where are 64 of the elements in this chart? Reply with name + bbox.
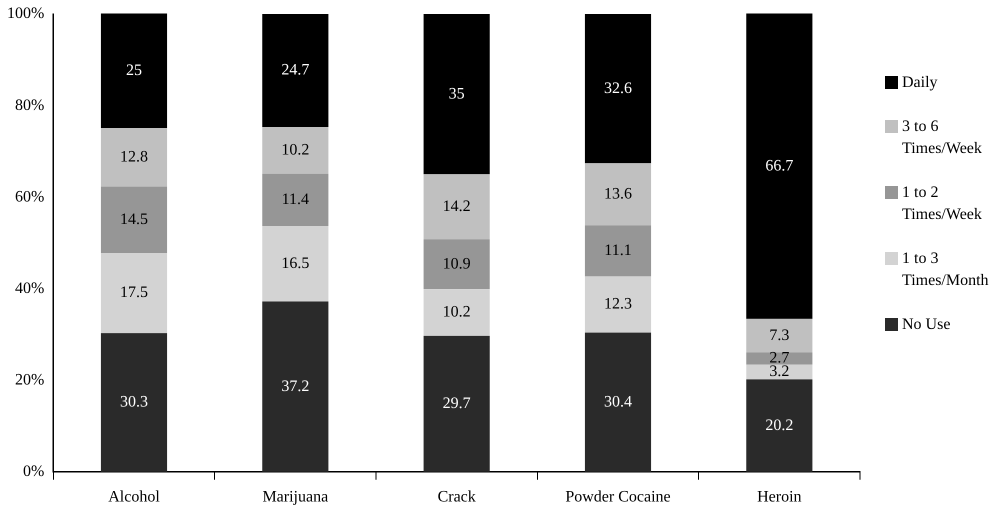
legend-label: 1 to 2 Times/Week — [902, 183, 983, 225]
bar — [746, 352, 812, 365]
bar — [424, 239, 490, 290]
x-tick-label: Alcohol — [108, 488, 160, 506]
y-tick-label: 40% — [15, 280, 44, 297]
data-label: 20.2 — [765, 416, 794, 434]
x-tick-label: Marijuana — [262, 488, 328, 506]
data-label: 12.8 — [120, 148, 148, 166]
data-label: 66.7 — [765, 157, 794, 174]
bar — [584, 276, 652, 333]
data-label: 25 — [126, 62, 142, 79]
bar — [424, 336, 490, 472]
x-tick-label: Powder Cocaine — [565, 488, 671, 506]
data-label: 10.9 — [442, 255, 471, 272]
y-tick-label: 80% — [15, 96, 44, 114]
data-label: 10.2 — [281, 142, 310, 159]
y-tick-label: 60% — [15, 188, 44, 206]
bar — [100, 128, 168, 187]
data-label: 14.2 — [442, 198, 471, 215]
data-label: 30.3 — [120, 394, 148, 411]
bar — [100, 252, 168, 334]
data-label: 7.3 — [769, 326, 790, 344]
bar — [100, 186, 168, 253]
legend-label: 3 to 6 Times/Week — [902, 117, 983, 159]
bar — [584, 14, 652, 164]
data-label: 37.2 — [281, 378, 310, 395]
data-label: 30.4 — [604, 393, 632, 410]
bar — [100, 333, 168, 472]
legend-label: No Use — [902, 315, 950, 335]
legend-label: Daily — [902, 73, 938, 93]
legend-label: 1 to 3 Times/Month — [902, 249, 990, 291]
x-tick-label: Crack — [438, 488, 476, 506]
data-label: 10.2 — [442, 304, 471, 321]
bar — [262, 226, 328, 302]
x-tick-label: Heroin — [757, 488, 802, 506]
data-label: 24.7 — [281, 62, 310, 79]
data-label: 29.7 — [442, 395, 471, 412]
data-label: 16.5 — [281, 254, 310, 272]
y-tick-label: 20% — [15, 371, 44, 388]
y-tick-label: 100% — [7, 5, 44, 22]
data-label: 35 — [448, 85, 465, 102]
bar — [424, 14, 490, 174]
bar — [262, 174, 328, 226]
bar — [100, 14, 168, 128]
data-label: 11.1 — [604, 242, 632, 260]
bar — [584, 226, 652, 276]
data-label: 32.6 — [604, 80, 632, 97]
bar — [424, 174, 490, 240]
bar — [746, 14, 812, 319]
bar — [262, 302, 328, 472]
bar — [262, 14, 328, 128]
bar — [262, 127, 328, 174]
data-label: 13.6 — [604, 186, 632, 203]
bar — [746, 379, 812, 472]
data-label: 17.5 — [120, 284, 148, 302]
data-label: 11.4 — [282, 191, 310, 208]
data-label: 14.5 — [120, 210, 148, 228]
y-tick-label: 0% — [23, 463, 44, 480]
bar — [584, 332, 652, 472]
bar — [584, 163, 652, 226]
bar — [424, 289, 490, 336]
data-label: 12.3 — [604, 296, 632, 313]
bar — [746, 364, 812, 380]
bar — [746, 318, 812, 352]
